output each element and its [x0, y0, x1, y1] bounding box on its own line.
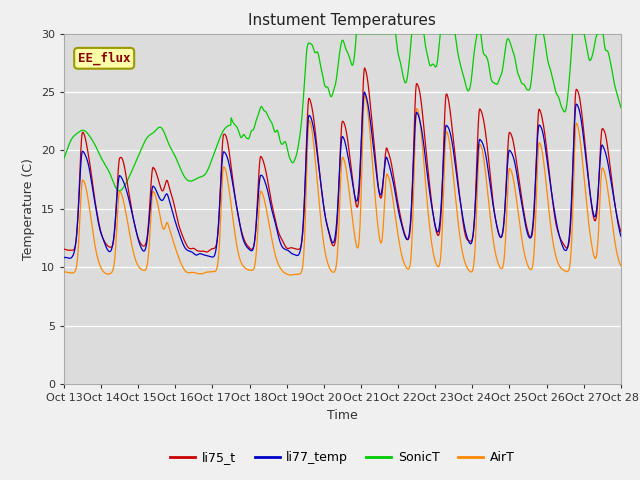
Title: Instument Temperatures: Instument Temperatures	[248, 13, 436, 28]
Y-axis label: Temperature (C): Temperature (C)	[22, 158, 35, 260]
Text: EE_flux: EE_flux	[78, 52, 131, 65]
Legend: li75_t, li77_temp, SonicT, AirT: li75_t, li77_temp, SonicT, AirT	[166, 446, 519, 469]
X-axis label: Time: Time	[327, 408, 358, 421]
